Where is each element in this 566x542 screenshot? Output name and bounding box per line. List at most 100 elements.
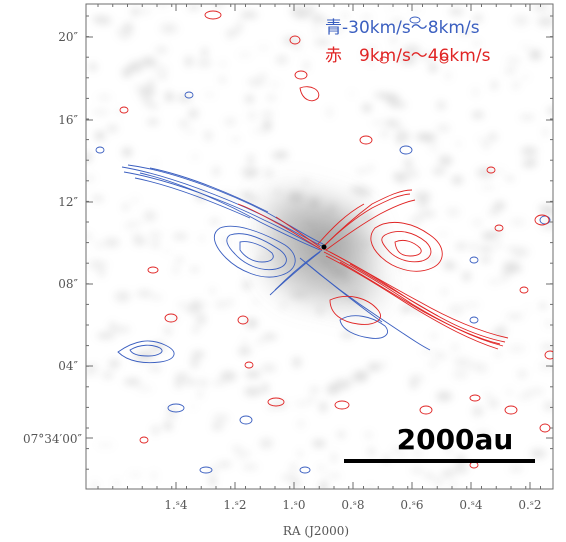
noise-blob	[391, 36, 396, 44]
noise-blob	[266, 96, 277, 100]
noise-blob	[417, 201, 428, 207]
noise-blob	[264, 169, 273, 177]
noise-blob	[212, 381, 226, 385]
noise-blob	[472, 111, 484, 119]
noise-blob	[414, 287, 420, 293]
noise-blob	[148, 80, 154, 87]
noise-blob	[116, 27, 134, 38]
noise-blob	[368, 165, 374, 170]
noise-blob	[544, 402, 553, 411]
noise-blob	[538, 361, 553, 371]
noise-blob	[488, 280, 501, 284]
x-tick-label: 1.ˢ4	[164, 498, 187, 512]
scale-bar: 2000au	[344, 423, 535, 463]
noise-blob	[449, 8, 464, 15]
noise-blob	[140, 57, 157, 67]
x-tick-label: 0.ˢ4	[459, 498, 482, 512]
noise-blob	[485, 212, 495, 216]
noise-blob	[368, 447, 375, 456]
noise-blob	[481, 232, 498, 240]
noise-blob	[122, 147, 133, 157]
noise-blob	[148, 231, 163, 239]
noise-blob	[429, 143, 438, 151]
noise-blob	[509, 466, 523, 472]
noise-blob	[451, 261, 458, 271]
noise-blob	[432, 477, 444, 487]
noise-blob	[472, 220, 483, 226]
noise-blob	[247, 78, 266, 86]
noise-blob	[86, 175, 96, 182]
noise-blob	[88, 63, 98, 71]
noise-blob	[320, 401, 327, 413]
noise-blob	[540, 221, 553, 230]
noise-blob	[363, 50, 368, 60]
noise-blob	[354, 370, 369, 381]
noise-blob	[318, 465, 325, 471]
noise-blob	[190, 267, 199, 272]
noise-blob	[261, 112, 274, 117]
noise-blob	[136, 9, 152, 13]
noise-blob	[298, 420, 304, 428]
noise-blob	[408, 218, 423, 224]
noise-blob	[528, 389, 546, 394]
noise-blob	[517, 394, 532, 400]
noise-blob	[488, 398, 499, 408]
noise-blob	[491, 205, 496, 215]
noise-blob	[312, 440, 326, 447]
noise-blob	[458, 29, 473, 34]
noise-blob	[197, 391, 203, 398]
noise-blob	[455, 142, 462, 146]
noise-blob	[211, 424, 223, 430]
noise-blob	[412, 451, 423, 455]
noise-blob	[540, 4, 546, 11]
noise-blob	[92, 196, 104, 201]
noise-blob	[124, 225, 132, 229]
noise-blob	[532, 4, 542, 12]
noise-blob	[109, 321, 116, 332]
blue-velocity-label: 青-30km/s〜8km/s	[325, 18, 480, 38]
noise-blob	[192, 326, 199, 334]
noise-blob	[245, 95, 254, 103]
noise-blob	[530, 449, 547, 458]
noise-blob	[497, 168, 505, 174]
noise-blob	[245, 370, 261, 378]
noise-blob	[192, 155, 199, 159]
noise-blob	[203, 93, 216, 97]
noise-blob	[311, 13, 323, 23]
noise-blob	[96, 333, 115, 339]
noise-blob	[156, 4, 170, 7]
noise-blob	[275, 151, 289, 159]
noise-blob	[455, 356, 461, 365]
noise-blob	[550, 8, 553, 14]
noise-blob	[252, 128, 270, 134]
noise-blob	[96, 442, 115, 448]
noise-blob	[257, 45, 270, 51]
noise-blob	[269, 82, 280, 87]
noise-blob	[130, 60, 142, 69]
noise-blob	[213, 4, 224, 9]
noise-blob	[151, 366, 158, 370]
noise-blob	[521, 74, 530, 80]
noise-blob	[238, 52, 252, 57]
noise-blob	[163, 27, 180, 32]
noise-blob	[102, 373, 114, 379]
noise-blob	[242, 465, 258, 469]
noise-blob	[178, 302, 184, 308]
noise-blob	[156, 74, 165, 79]
noise-blob	[438, 155, 453, 166]
x-tick-label: 0.ˢ8	[341, 498, 364, 512]
noise-blob	[380, 360, 387, 370]
noise-blob	[462, 271, 471, 281]
noise-blob	[194, 314, 204, 326]
x-axis-labels: 1.ˢ4 1.ˢ2 1.ˢ0 0.ˢ8 0.ˢ6 0.ˢ4 0.ˢ2	[164, 498, 541, 512]
noise-blob	[104, 238, 120, 247]
noise-blob	[436, 101, 446, 110]
noise-blob	[326, 107, 333, 118]
noise-blob	[401, 56, 416, 64]
noise-blob	[429, 362, 437, 367]
noise-blob	[235, 445, 242, 453]
noise-blob	[420, 211, 436, 216]
noise-blob	[86, 232, 92, 241]
noise-blob	[165, 91, 174, 102]
noise-blob	[492, 80, 497, 90]
